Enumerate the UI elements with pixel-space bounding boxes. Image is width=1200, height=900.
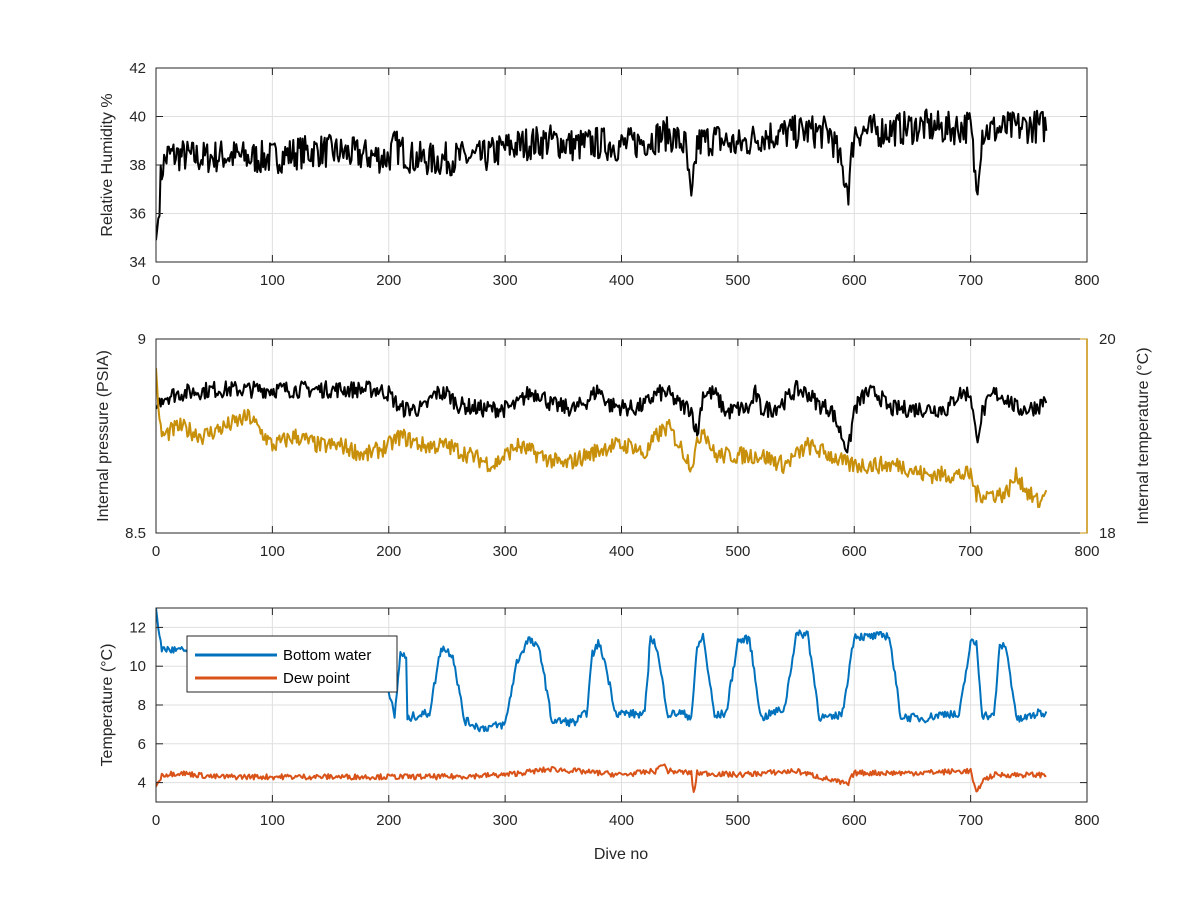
y-tick-label: 34: [129, 254, 146, 271]
x-tick-label: 100: [260, 543, 285, 560]
x-tick-label: 800: [1074, 812, 1099, 829]
right-y-tick-label: 18: [1099, 525, 1116, 542]
y-tick-label: 8: [138, 697, 146, 714]
x-tick-label: 200: [376, 272, 401, 289]
x-tick-label: 400: [609, 272, 634, 289]
x-tick-label: 100: [260, 272, 285, 289]
y-tick-label: 40: [129, 109, 146, 126]
humidity-series-layer: [156, 108, 1048, 241]
y-tick-label: 4: [138, 775, 146, 792]
x-tick-label: 600: [842, 812, 867, 829]
x-tick-label: 500: [725, 812, 750, 829]
humidity-y-axis-label: Relative Humidity %: [99, 93, 116, 236]
x-tick-label: 600: [842, 543, 867, 560]
x-tick-label: 800: [1074, 543, 1099, 560]
series-line-internal-temp: [156, 368, 1048, 508]
x-tick-label: 500: [725, 543, 750, 560]
legend-bottom-water-label: Bottom water: [283, 647, 371, 664]
x-tick-label: 700: [958, 812, 983, 829]
legend-box: [186, 635, 398, 693]
x-tick-label: 800: [1074, 272, 1099, 289]
x-axis-label: Dive no: [594, 846, 648, 863]
x-tick-label: 700: [958, 272, 983, 289]
pressure-temperature-panel: 0 100 200 300 400 500 600 700 800 8.5 9 18 20 Intern…: [95, 331, 1152, 560]
right-y-tick-label: 20: [1099, 331, 1116, 348]
humidity-panel: 0 100 200 300 400 500 600 700 800 34 36 38 40 42 Rela…: [99, 60, 1100, 289]
x-tick-label: 300: [493, 272, 518, 289]
legend: Bottom water Dew point: [186, 635, 398, 693]
x-tick-label: 0: [152, 272, 160, 289]
y-tick-label: 12: [129, 619, 146, 636]
x-tick-label: 0: [152, 543, 160, 560]
pressure-y-axis-label: Internal pressure (PSIA): [95, 350, 112, 522]
x-tick-label: 200: [376, 812, 401, 829]
y-tick-label: 42: [129, 60, 146, 77]
internal-temperature-y-axis-label: Internal temperature (°C): [1135, 347, 1152, 524]
legend-dew-point-label: Dew point: [283, 670, 351, 687]
temperature-panel: 0 100 200 300 400 500 600 700 800 4 6 8 10 12 Tempera…: [99, 607, 1100, 863]
series-line-pressure: [156, 379, 1048, 454]
x-tick-label: 400: [609, 812, 634, 829]
x-tick-label: 600: [842, 272, 867, 289]
series-line-dew-point: [156, 763, 1047, 793]
pressure-ticks: 0 100 200 300 400 500 600 700 800 8.5 9 18 20: [125, 331, 1116, 560]
temperature-y-axis-label: Temperature (°C): [99, 644, 116, 767]
y-tick-label: 38: [129, 157, 146, 174]
humidity-ticks: 0 100 200 300 400 500 600 700 800 34 36 38 40 42: [129, 60, 1099, 289]
y-tick-label: 6: [138, 736, 146, 753]
x-tick-label: 300: [493, 543, 518, 560]
y-tick-label: 9: [138, 331, 146, 348]
x-tick-label: 200: [376, 543, 401, 560]
y-tick-label: 10: [129, 658, 146, 675]
x-tick-label: 400: [609, 543, 634, 560]
pressure-series-layer: [156, 368, 1048, 508]
series-line-humidity: [156, 108, 1048, 241]
x-tick-label: 700: [958, 543, 983, 560]
x-tick-label: 0: [152, 812, 160, 829]
y-tick-label: 8.5: [125, 525, 146, 542]
temperature-ticks: 0 100 200 300 400 500 600 700 800 4 6 8 10 12: [129, 608, 1100, 829]
y-tick-label: 36: [129, 206, 146, 223]
x-tick-label: 100: [260, 812, 285, 829]
x-tick-label: 300: [493, 812, 518, 829]
x-tick-label: 500: [725, 272, 750, 289]
